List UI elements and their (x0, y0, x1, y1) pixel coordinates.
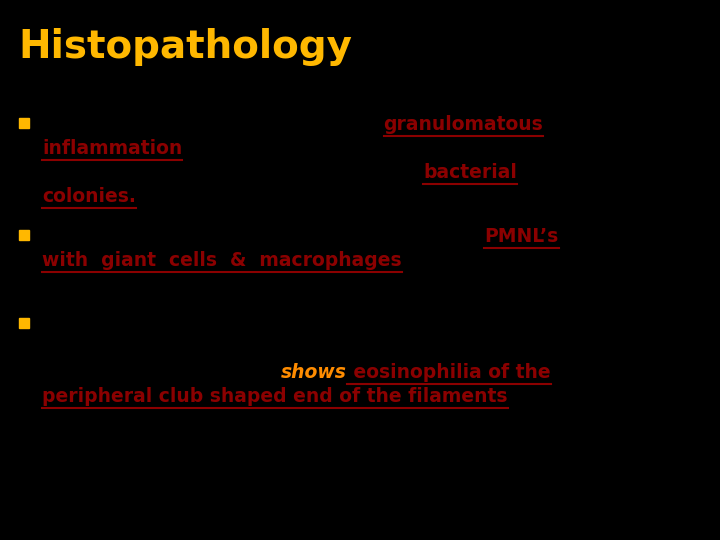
Text: granulomatous: granulomatous (384, 115, 544, 134)
Text: eosinophilia of the: eosinophilia of the (347, 363, 551, 382)
Text: made up of a meshwork of filaments that stains: made up of a meshwork of filaments that … (42, 339, 549, 358)
Text: bacterial: bacterial (423, 163, 517, 182)
Text: Histopathology: Histopathology (18, 28, 352, 66)
Text: with  giant  cells  &  macrophages: with giant cells & macrophages (42, 251, 402, 270)
Text: shows: shows (281, 363, 347, 382)
Text: Actinomycosis  is  essentially  a: Actinomycosis is essentially a (42, 115, 384, 134)
Text: peripheral club shaped end of the filaments: peripheral club shaped end of the filame… (42, 387, 508, 406)
Text: Colonies appear to be floating in a sea of: Colonies appear to be floating in a sea … (42, 227, 485, 246)
Text: lesional periphery.: lesional periphery. (42, 275, 239, 294)
Text: The individual colony appear round or lobulated,: The individual colony appear round or lo… (42, 315, 559, 334)
Text: around  the: around the (402, 251, 538, 270)
Text: colonies.: colonies. (42, 187, 136, 206)
Text: PMNL’s: PMNL’s (485, 227, 559, 246)
Text: showing      central      abscess: showing central abscess (182, 139, 532, 158)
Text: with hematoxylin, but: with hematoxylin, but (42, 363, 281, 382)
Text: inflammation: inflammation (42, 139, 182, 158)
Text: formation,  which  shows     typical: formation, which shows typical (42, 163, 423, 182)
